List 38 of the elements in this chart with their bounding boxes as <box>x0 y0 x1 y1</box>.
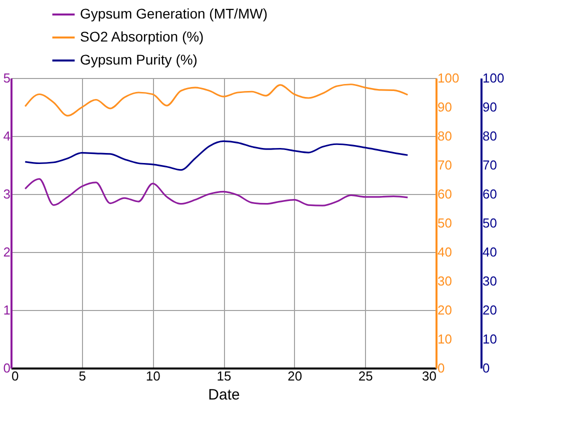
y2-tick-label: 40 <box>438 244 452 260</box>
y3-tick-label: 60 <box>482 186 497 202</box>
y3-tick-label: 80 <box>482 128 497 144</box>
y-tick-label: 1 <box>3 302 10 318</box>
y2-tick-label: 90 <box>438 100 452 114</box>
y-tick-label: 2 <box>3 244 10 260</box>
y2-tick-label: 70 <box>438 158 452 172</box>
y3-tick-label: 70 <box>482 158 497 172</box>
y3-tick-label: 10 <box>482 332 497 346</box>
x-tick-label: 15 <box>216 368 232 384</box>
y2-tick-label: 20 <box>438 302 452 318</box>
y2-tick-label: 60 <box>438 186 452 202</box>
x-tick-label: 25 <box>358 368 373 384</box>
x-tick-label: 10 <box>146 368 160 384</box>
y2-tick-label: 30 <box>438 274 452 288</box>
y3-tick-label: 100 <box>482 70 504 86</box>
y2-tick-label: 80 <box>438 128 452 144</box>
x-tick-label: 20 <box>288 368 302 384</box>
y3-tick-label: 20 <box>482 302 497 318</box>
y-tick-label: 4 <box>3 128 10 144</box>
y2-tick-label: 100 <box>438 70 460 86</box>
y3-tick-label: 30 <box>482 274 497 288</box>
line-series <box>24 140 408 171</box>
x-tick-label: 5 <box>78 368 86 384</box>
y2-tick-label: 10 <box>438 332 452 346</box>
line-series <box>24 178 408 206</box>
line-series <box>24 84 408 116</box>
y2-tick-label: 50 <box>438 216 452 230</box>
x-axis-title: Date <box>208 386 240 404</box>
legend-label: Gypsum Purity (%) <box>80 52 198 68</box>
y-tick-label: 5 <box>3 70 10 86</box>
legend-label: SO2 Absorption (%) <box>80 28 204 44</box>
y3-tick-label: 90 <box>482 100 497 114</box>
y3-tick-label: 40 <box>482 244 497 260</box>
x-tick-label: 30 <box>422 368 436 384</box>
legend-label: Gypsum Generation (MT/MW) <box>80 6 268 22</box>
y3-tick-label: 50 <box>482 216 497 230</box>
y-tick-label: 3 <box>3 186 10 202</box>
